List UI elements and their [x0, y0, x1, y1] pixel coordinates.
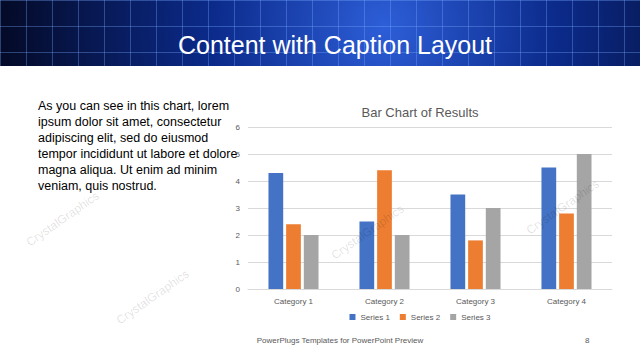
svg-text:1: 1 [236, 258, 241, 267]
svg-text:3: 3 [236, 204, 241, 213]
svg-text:Category 1: Category 1 [274, 297, 314, 306]
svg-text:Series 1: Series 1 [360, 313, 390, 322]
svg-text:Category 4: Category 4 [547, 297, 587, 306]
svg-text:5: 5 [236, 150, 241, 159]
svg-text:Series 3: Series 3 [461, 313, 491, 322]
svg-text:Category 2: Category 2 [365, 297, 405, 306]
svg-text:Category 3: Category 3 [456, 297, 496, 306]
svg-text:Series 2: Series 2 [411, 313, 441, 322]
svg-text:4: 4 [236, 177, 241, 186]
svg-text:2: 2 [236, 231, 241, 240]
svg-text:Bar Chart of Results: Bar Chart of Results [361, 105, 479, 120]
svg-text:6: 6 [236, 123, 241, 132]
svg-text:0: 0 [236, 285, 241, 294]
